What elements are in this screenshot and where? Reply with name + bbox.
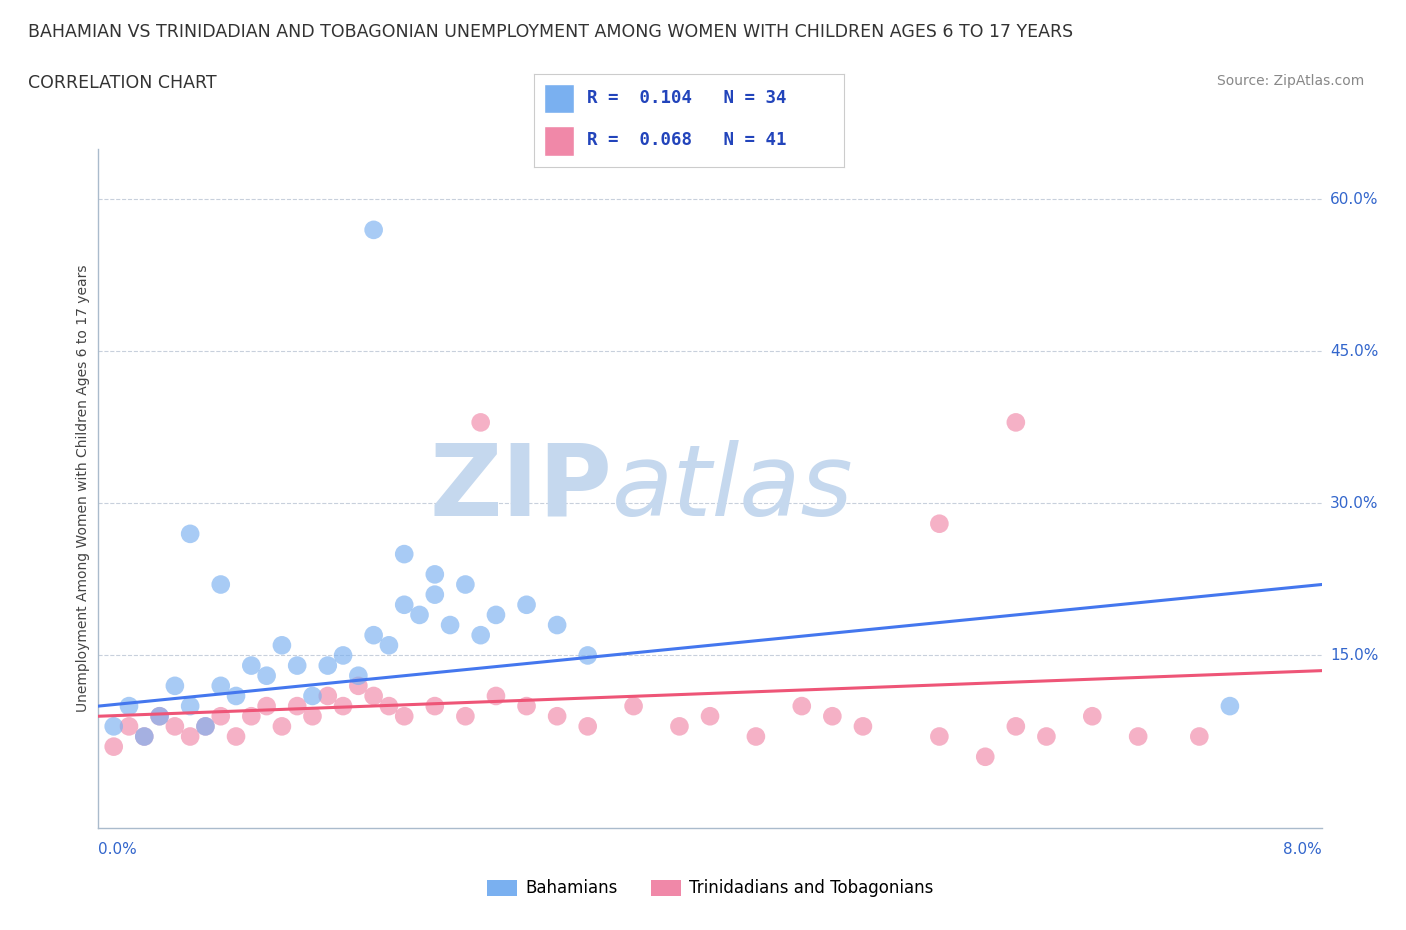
Point bbox=[1081, 709, 1104, 724]
Point bbox=[974, 750, 997, 764]
Point bbox=[470, 628, 492, 643]
Point bbox=[745, 729, 768, 744]
Point bbox=[363, 628, 385, 643]
Point bbox=[134, 729, 156, 744]
Text: Source: ZipAtlas.com: Source: ZipAtlas.com bbox=[1216, 74, 1364, 88]
Text: R =  0.104   N = 34: R = 0.104 N = 34 bbox=[586, 89, 786, 107]
Text: 0.0%: 0.0% bbox=[98, 842, 138, 857]
Point bbox=[928, 516, 950, 531]
Text: BAHAMIAN VS TRINIDADIAN AND TOBAGONIAN UNEMPLOYMENT AMONG WOMEN WITH CHILDREN AG: BAHAMIAN VS TRINIDADIAN AND TOBAGONIAN U… bbox=[28, 23, 1073, 41]
Point bbox=[392, 597, 416, 612]
Point bbox=[347, 669, 370, 684]
Text: 45.0%: 45.0% bbox=[1330, 344, 1378, 359]
Point bbox=[516, 698, 538, 713]
Point bbox=[928, 729, 950, 744]
Point bbox=[668, 719, 690, 734]
Point bbox=[1035, 729, 1057, 744]
Point bbox=[332, 698, 354, 713]
Point bbox=[103, 719, 125, 734]
Point bbox=[392, 547, 416, 562]
Point bbox=[256, 698, 278, 713]
Point bbox=[1128, 729, 1150, 744]
Point bbox=[316, 658, 339, 673]
Point bbox=[179, 526, 201, 541]
Text: R =  0.068   N = 41: R = 0.068 N = 41 bbox=[586, 131, 786, 149]
Point bbox=[423, 698, 446, 713]
Point bbox=[1219, 698, 1241, 713]
Point bbox=[408, 607, 430, 622]
Point bbox=[470, 415, 492, 430]
Point bbox=[485, 688, 508, 703]
Point bbox=[1004, 719, 1026, 734]
Point bbox=[285, 698, 308, 713]
Point bbox=[163, 678, 186, 693]
Point bbox=[118, 719, 141, 734]
Bar bbox=[544, 126, 575, 156]
Text: 15.0%: 15.0% bbox=[1330, 648, 1378, 663]
Point bbox=[423, 587, 446, 602]
Point bbox=[363, 222, 385, 237]
Point bbox=[179, 729, 201, 744]
Point bbox=[163, 719, 186, 734]
Point bbox=[623, 698, 645, 713]
Point bbox=[270, 719, 294, 734]
Point bbox=[240, 658, 263, 673]
Point bbox=[194, 719, 217, 734]
Text: CORRELATION CHART: CORRELATION CHART bbox=[28, 74, 217, 92]
Text: 30.0%: 30.0% bbox=[1330, 496, 1378, 511]
Point bbox=[225, 688, 247, 703]
Point bbox=[821, 709, 844, 724]
Legend: Bahamians, Trinidadians and Tobagonians: Bahamians, Trinidadians and Tobagonians bbox=[486, 880, 934, 897]
Point bbox=[454, 578, 477, 592]
Point bbox=[485, 607, 508, 622]
Point bbox=[270, 638, 294, 653]
Text: 60.0%: 60.0% bbox=[1330, 192, 1378, 207]
Point bbox=[378, 638, 401, 653]
Point bbox=[225, 729, 247, 744]
Point bbox=[285, 658, 308, 673]
Point bbox=[332, 648, 354, 663]
Point bbox=[1188, 729, 1211, 744]
Point bbox=[454, 709, 477, 724]
Point bbox=[149, 709, 172, 724]
Point bbox=[256, 669, 278, 684]
Text: ZIP: ZIP bbox=[429, 440, 612, 537]
Point bbox=[790, 698, 813, 713]
Point bbox=[179, 698, 201, 713]
Point bbox=[546, 618, 568, 632]
Point bbox=[118, 698, 141, 713]
Point bbox=[1004, 415, 1026, 430]
Point bbox=[423, 567, 446, 582]
Point bbox=[699, 709, 721, 724]
Y-axis label: Unemployment Among Women with Children Ages 6 to 17 years: Unemployment Among Women with Children A… bbox=[76, 264, 90, 712]
Point bbox=[576, 719, 599, 734]
Point bbox=[852, 719, 875, 734]
Point bbox=[209, 678, 232, 693]
Point bbox=[301, 688, 323, 703]
Point bbox=[516, 597, 538, 612]
Point bbox=[316, 688, 339, 703]
Point bbox=[576, 648, 599, 663]
Point bbox=[301, 709, 323, 724]
Point bbox=[134, 729, 156, 744]
Point bbox=[363, 688, 385, 703]
Point bbox=[194, 719, 217, 734]
Point bbox=[378, 698, 401, 713]
Point bbox=[347, 678, 370, 693]
Text: 8.0%: 8.0% bbox=[1282, 842, 1322, 857]
Bar bbox=[544, 84, 575, 113]
Point bbox=[546, 709, 568, 724]
Point bbox=[209, 578, 232, 592]
Point bbox=[103, 739, 125, 754]
Point bbox=[392, 709, 416, 724]
Point bbox=[240, 709, 263, 724]
Text: atlas: atlas bbox=[612, 440, 853, 537]
Point bbox=[439, 618, 461, 632]
Point bbox=[209, 709, 232, 724]
Point bbox=[149, 709, 172, 724]
